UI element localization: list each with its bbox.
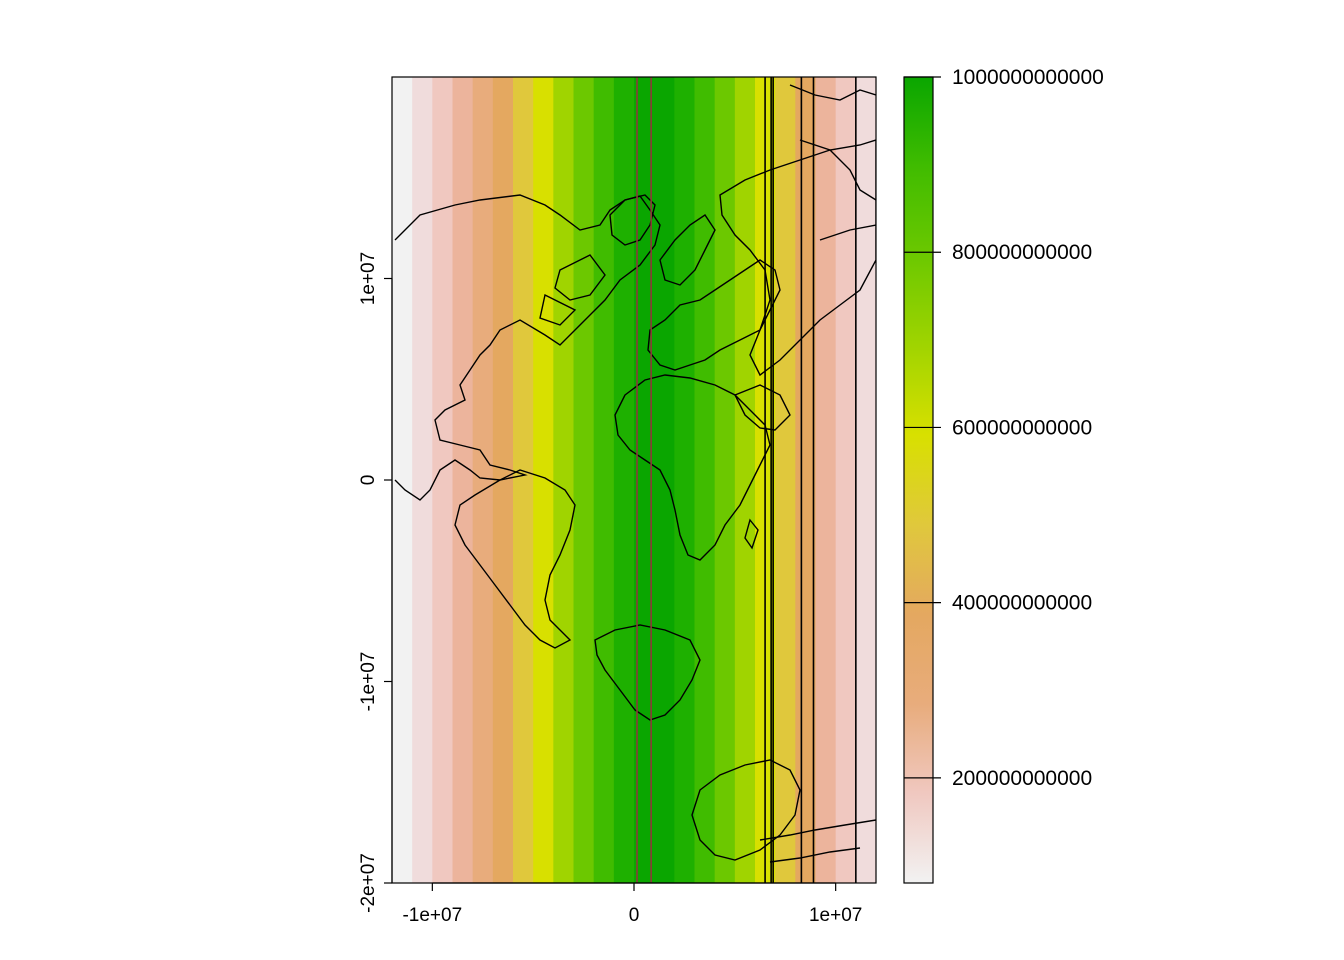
east-landmass-outline bbox=[789, 84, 876, 241]
raster-column bbox=[855, 77, 876, 883]
raster-layer bbox=[392, 77, 876, 883]
greenland-outline bbox=[609, 194, 656, 246]
x-tick-label: -1e+07 bbox=[402, 905, 462, 926]
raster-column bbox=[835, 77, 857, 883]
raster-column bbox=[472, 77, 494, 883]
raster-column bbox=[714, 77, 736, 883]
raster-column bbox=[533, 77, 554, 883]
australia-outline bbox=[691, 759, 801, 861]
raster-column bbox=[795, 77, 816, 883]
legend-tick-label: 600000000000 bbox=[952, 416, 1092, 439]
y-tick-label: 1e+07 bbox=[358, 252, 379, 305]
legend-colorbar bbox=[904, 77, 933, 883]
vertical-lines bbox=[636, 77, 857, 883]
x-tick-label: 0 bbox=[629, 905, 640, 926]
raster-column bbox=[392, 77, 413, 883]
south-america-outline bbox=[454, 469, 576, 649]
coastline-outlines bbox=[394, 84, 876, 863]
raster-column bbox=[674, 77, 695, 883]
legend-tick-label: 200000000000 bbox=[952, 767, 1092, 790]
raster-column bbox=[634, 77, 655, 883]
arctic-islands-outline bbox=[539, 254, 606, 326]
y-tick-label: -1e+07 bbox=[358, 652, 379, 712]
africa-outline bbox=[614, 374, 771, 561]
raster-column bbox=[593, 77, 615, 883]
y-axis: -2e+07 -1e+07 0 1e+07 bbox=[358, 252, 393, 913]
raster-column bbox=[513, 77, 534, 883]
raster-column bbox=[573, 77, 595, 883]
legend-tick-label: 400000000000 bbox=[952, 592, 1092, 615]
raster-column bbox=[734, 77, 756, 883]
raster-column bbox=[553, 77, 574, 883]
europe-outline bbox=[647, 259, 781, 371]
raster-column bbox=[613, 77, 635, 883]
legend-tick-label: 1000000000000 bbox=[952, 66, 1104, 89]
color-legend: 200000000000 400000000000 600000000000 8000… bbox=[903, 66, 1104, 884]
raster-column bbox=[815, 77, 837, 883]
y-tick-label: 0 bbox=[358, 475, 379, 486]
north-america-outline bbox=[394, 194, 661, 501]
asia-outline bbox=[719, 139, 876, 377]
arabia-outline bbox=[734, 384, 791, 431]
raster-column bbox=[412, 77, 433, 883]
raster-column bbox=[775, 77, 796, 883]
scandinavia-outline bbox=[659, 214, 716, 286]
antarctica-outline bbox=[594, 624, 701, 721]
raster-column bbox=[452, 77, 474, 883]
y-tick-label: -2e+07 bbox=[358, 853, 379, 913]
x-tick-label: 1e+07 bbox=[809, 905, 862, 926]
madagascar-outline bbox=[744, 518, 759, 550]
x-axis: -1e+07 0 1e+07 bbox=[402, 882, 862, 926]
legend-tick-label: 800000000000 bbox=[952, 241, 1092, 264]
raster-column bbox=[432, 77, 453, 883]
raster-column bbox=[694, 77, 716, 883]
legend-ticks: 200000000000 400000000000 600000000000 8000… bbox=[904, 66, 1104, 790]
